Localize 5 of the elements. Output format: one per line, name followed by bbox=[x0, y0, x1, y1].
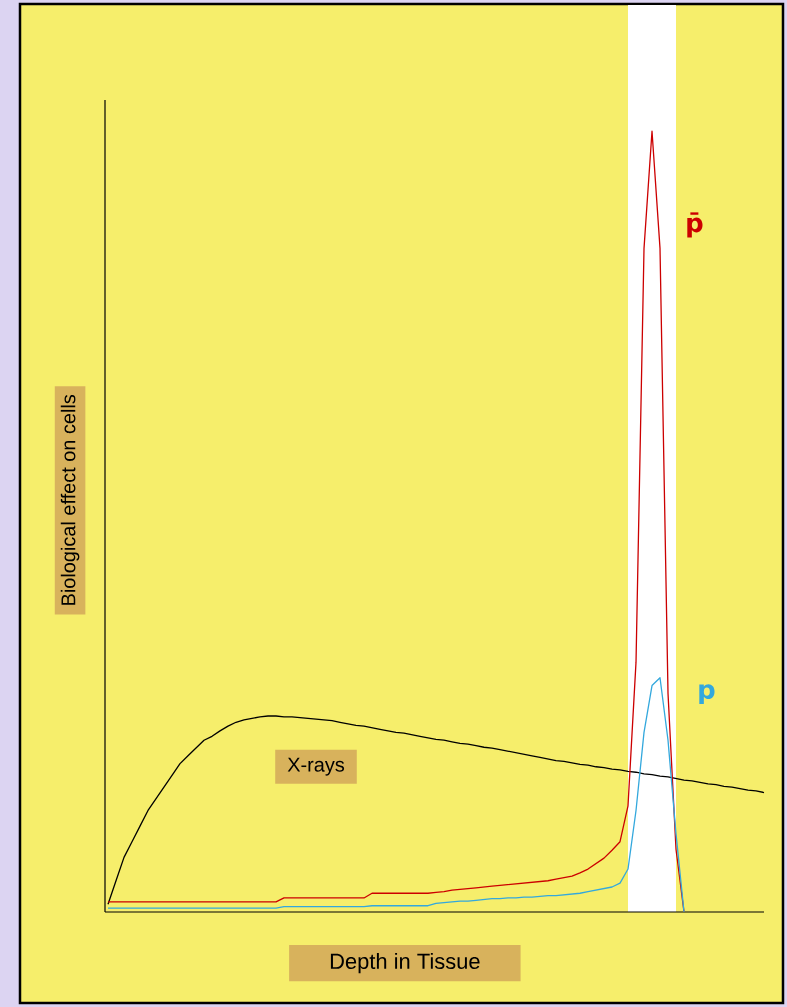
series-label: X-rays bbox=[287, 757, 345, 776]
series-label: p bbox=[699, 684, 715, 705]
y-axis-title: Biological effect on cells bbox=[60, 394, 80, 605]
x-axis-title: Depth in Tissue bbox=[330, 952, 480, 974]
series-label: p̄ bbox=[687, 212, 703, 238]
